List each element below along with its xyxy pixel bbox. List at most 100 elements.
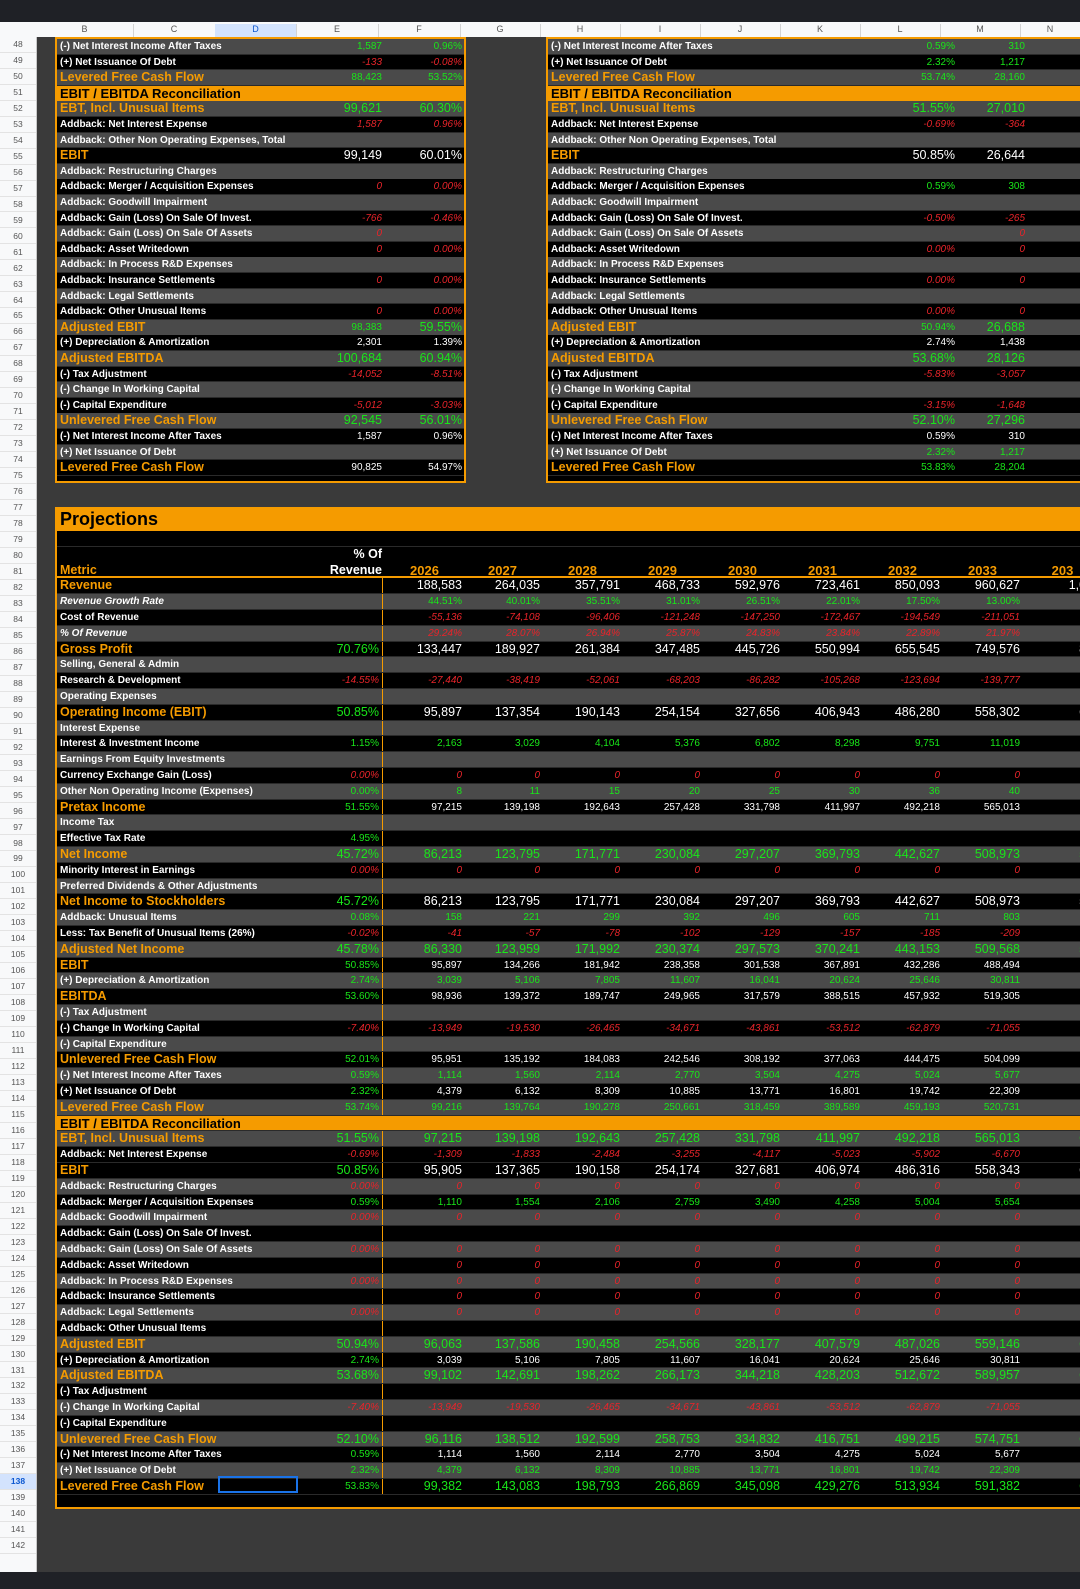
projection-value-cell[interactable]: 651 xyxy=(1025,1368,1080,1383)
row-header[interactable]: 105 xyxy=(0,947,36,964)
value-cell[interactable]: 54.97% xyxy=(428,462,462,474)
pct-of-revenue-cell[interactable]: 0.00% xyxy=(307,1210,383,1226)
projection-value-cell[interactable]: 0 xyxy=(456,770,462,781)
pct-of-revenue-cell[interactable]: 51.55% xyxy=(307,1131,383,1147)
projection-value-cell[interactable] xyxy=(545,879,623,894)
value-cell[interactable] xyxy=(385,289,464,304)
pct-of-revenue-cell[interactable] xyxy=(307,720,383,736)
projection-value-cell[interactable] xyxy=(465,1416,543,1431)
projection-value-cell[interactable]: -21 xyxy=(1025,610,1080,625)
row-header[interactable]: 86 xyxy=(0,644,36,660)
value-cell[interactable]: -0.08% xyxy=(430,56,462,68)
value-cell[interactable]: 310 xyxy=(1008,41,1025,52)
projection-value-cell[interactable]: 0 xyxy=(934,1180,940,1192)
projection-value-cell[interactable]: 16,801 xyxy=(829,1465,860,1477)
pct-of-revenue-cell[interactable]: 50.85% xyxy=(307,1163,383,1178)
projection-value-cell[interactable]: 0 xyxy=(614,1212,620,1224)
projection-value-cell[interactable]: -157 xyxy=(839,928,860,939)
value-cell[interactable]: 0.00% xyxy=(433,243,462,255)
projection-value-cell[interactable]: 0 xyxy=(694,1307,700,1319)
value-cell[interactable]: 56.01% xyxy=(419,413,462,428)
projection-value-cell[interactable]: 0 xyxy=(534,1259,540,1271)
row-header[interactable]: 95 xyxy=(0,788,36,804)
projection-value-cell[interactable] xyxy=(1025,1147,1080,1162)
row-header[interactable]: 132 xyxy=(0,1378,36,1395)
projection-value-cell[interactable]: 7,805 xyxy=(594,975,620,987)
projection-value-cell[interactable]: 0 xyxy=(934,1244,940,1255)
projection-value-cell[interactable] xyxy=(865,815,943,830)
row-header[interactable]: 53 xyxy=(0,117,36,133)
row-header[interactable]: 124 xyxy=(0,1251,36,1267)
pct-of-revenue-cell[interactable]: 0.00% xyxy=(307,1242,383,1257)
projection-value-cell[interactable]: 432,286 xyxy=(903,959,940,971)
projection-value-cell[interactable]: 428,203 xyxy=(814,1368,860,1383)
row-header[interactable]: 66 xyxy=(0,324,36,341)
projection-value-cell[interactable]: 0 xyxy=(774,1275,780,1287)
projection-value-cell[interactable]: -172,467 xyxy=(820,612,860,623)
projection-value-cell[interactable]: -6,670 xyxy=(991,1149,1020,1161)
value-cell[interactable] xyxy=(878,86,958,101)
projection-value-cell[interactable]: 299 xyxy=(603,912,620,924)
value-cell[interactable] xyxy=(878,289,958,304)
projection-value-cell[interactable]: 0 xyxy=(456,1180,462,1192)
projection-value-cell[interactable]: 266,869 xyxy=(654,1479,700,1493)
projection-value-cell[interactable]: 558,343 xyxy=(974,1163,1020,1177)
projection-value-cell[interactable]: 504,099 xyxy=(983,1054,1020,1066)
projection-value-cell[interactable]: 123,795 xyxy=(494,847,540,861)
projection-value-cell[interactable]: 0 xyxy=(614,864,620,876)
projection-value-cell[interactable]: 562 xyxy=(1025,942,1080,957)
projection-value-cell[interactable]: -7 xyxy=(1025,1021,1080,1036)
value-cell[interactable] xyxy=(958,289,1028,304)
projection-value-cell[interactable]: 198,262 xyxy=(574,1368,620,1383)
projection-value-cell[interactable]: 0 xyxy=(534,1275,540,1287)
projection-value-cell[interactable] xyxy=(1025,831,1080,846)
value-cell[interactable]: 0.00% xyxy=(433,275,462,286)
projection-value-cell[interactable] xyxy=(465,689,543,704)
row-header[interactable]: 94 xyxy=(0,772,36,788)
row-header[interactable]: 102 xyxy=(0,899,36,916)
projection-value-cell[interactable]: 25 xyxy=(768,785,780,797)
pct-of-revenue-cell[interactable]: -7.40% xyxy=(307,1400,383,1415)
projection-value-cell[interactable]: 457,932 xyxy=(903,991,940,1003)
projection-value-cell[interactable]: 242,546 xyxy=(663,1054,700,1066)
projection-value-cell[interactable]: 3 xyxy=(1025,1353,1080,1368)
projection-value-cell[interactable] xyxy=(865,1005,943,1020)
row-header[interactable]: 129 xyxy=(0,1331,36,1347)
pct-of-revenue-cell[interactable]: 0.00% xyxy=(307,1273,383,1289)
projection-value-cell[interactable] xyxy=(625,831,703,846)
value-cell[interactable]: -14,052 xyxy=(348,368,382,380)
row-header[interactable]: 69 xyxy=(0,372,36,389)
projection-value-cell[interactable] xyxy=(1025,1068,1080,1083)
pct-of-revenue-cell[interactable] xyxy=(307,752,383,767)
projection-value-cell[interactable]: 2,114 xyxy=(595,1070,620,1082)
projection-value-cell[interactable]: 0 xyxy=(614,1244,620,1255)
projection-value-cell[interactable]: 334,832 xyxy=(734,1431,780,1446)
projection-value-cell[interactable]: 40.01% xyxy=(506,596,540,608)
value-cell[interactable]: 0.00% xyxy=(926,306,955,318)
row-header[interactable]: 140 xyxy=(0,1506,36,1523)
projection-value-cell[interactable]: 4,258 xyxy=(834,1196,860,1208)
projection-value-cell[interactable]: 331,798 xyxy=(734,1131,780,1146)
projection-value-cell[interactable]: -121,248 xyxy=(660,612,700,623)
projection-value-cell[interactable] xyxy=(1025,594,1080,609)
value-cell[interactable]: 100,684 xyxy=(336,351,382,365)
row-header[interactable]: 108 xyxy=(0,995,36,1011)
value-cell[interactable]: 0.59% xyxy=(926,181,955,193)
projection-value-cell[interactable] xyxy=(705,879,783,894)
projection-value-cell[interactable] xyxy=(865,1037,943,1052)
projection-value-cell[interactable]: 1,042 xyxy=(1068,578,1080,593)
value-cell[interactable]: 0 xyxy=(1019,228,1025,240)
projection-value-cell[interactable]: 486,316 xyxy=(894,1163,940,1177)
projection-value-cell[interactable]: 0 xyxy=(854,1180,860,1192)
projection-value-cell[interactable] xyxy=(705,752,783,767)
projection-value-cell[interactable] xyxy=(465,1321,543,1336)
projection-value-cell[interactable]: 0 xyxy=(1014,1212,1020,1224)
projection-value-cell[interactable]: 189,927 xyxy=(494,641,540,656)
projection-value-cell[interactable]: 254,154 xyxy=(654,704,700,719)
projection-value-cell[interactable] xyxy=(785,721,863,736)
projection-value-cell[interactable]: 21.97% xyxy=(986,627,1020,639)
column-header-n[interactable]: N xyxy=(1020,24,1080,37)
projection-value-cell[interactable]: 28.07% xyxy=(506,627,540,639)
projection-value-cell[interactable]: 258,753 xyxy=(654,1431,700,1446)
projection-value-cell[interactable]: 392 xyxy=(683,912,700,924)
